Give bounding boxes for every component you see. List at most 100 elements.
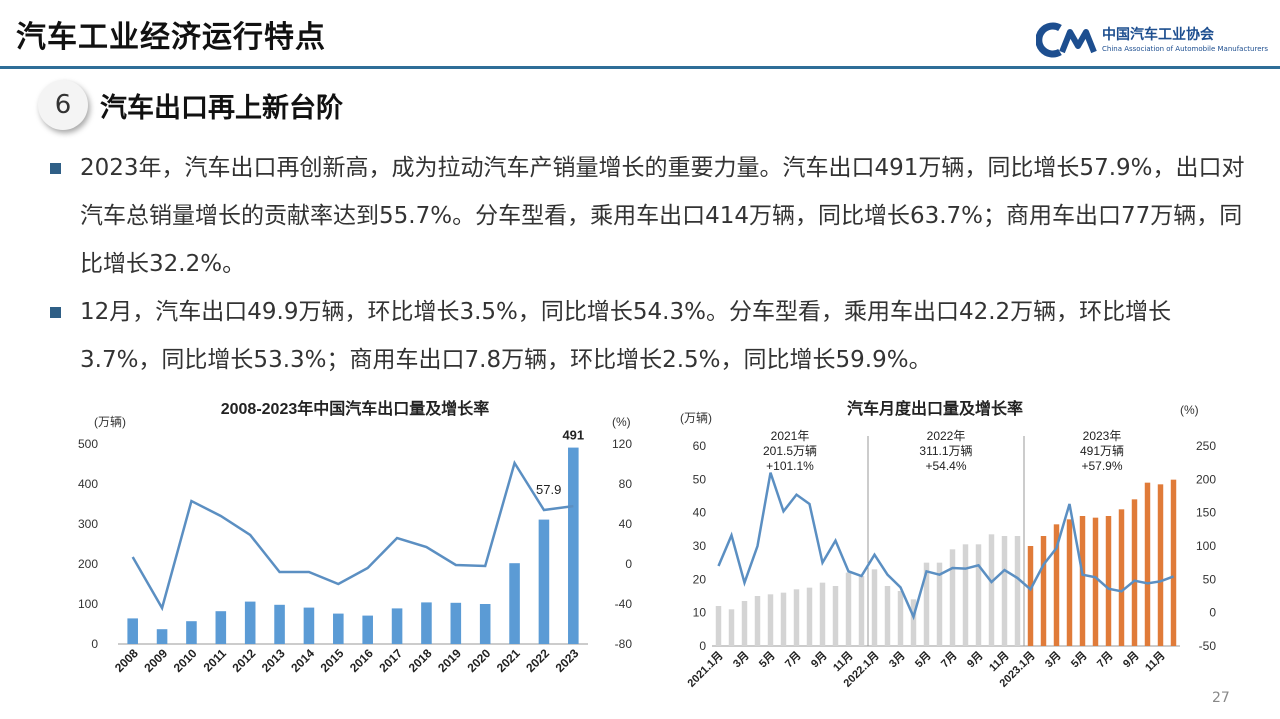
bar [767,594,774,646]
bar [303,607,315,644]
bullet-text: 12月，汽车出口49.9万辆，环比增长3.5%，同比增长54.3%。分车型看，乘… [80,299,1172,373]
bar [1157,484,1164,646]
x-tick-label: 2008 [112,646,141,675]
x-tick-label: 11月 [1142,649,1167,674]
x-tick-label: 2011 [201,646,230,675]
bar [910,599,917,646]
annotation-year: 2022年 [927,429,966,443]
annotation-year: 2023年 [1083,429,1122,443]
y2-tick-label: -40 [615,597,633,611]
y2-tick-label: 0 [1209,606,1216,620]
bar [754,596,761,646]
y2-tick-label: 40 [619,517,633,531]
bar [333,613,344,644]
bar [845,572,852,646]
bullet-square-icon [50,307,61,318]
logo: 中国汽车工业协会 China Association of Automobile… [1036,22,1276,62]
x-tick-label: 2021.1月 [685,649,726,690]
monthly-export-chart: 汽车月度出口量及增长率 (万辆) (%) 0 10 20 30 40 50 60 -50 0 50 100… [670,392,1230,702]
bullet-text: 2023年，汽车出口再创新高，成为拉动汽车产销量增长的重要力量。汽车出口491万… [80,155,1245,277]
bar [871,569,878,646]
x-tick-label: 5月 [1068,649,1089,670]
bar-data-label: 491 [562,428,584,443]
bar [858,576,865,646]
annotation-volume: 311.1万辆 [919,444,972,458]
bar [362,615,373,644]
bar [274,604,285,644]
y2-tick-label: 120 [612,437,632,451]
annotation-year: 2021年 [771,429,810,443]
y-tick-label: 400 [78,477,98,491]
y2-tick-label: 100 [1196,539,1216,553]
bar [1105,516,1112,646]
bar [215,611,227,644]
bar [1001,536,1008,646]
chart-title: 2008-2023年中国汽车出口量及增长率 [221,399,490,418]
x-tick-label: 2020 [465,646,494,675]
bullet-item: 2023年，汽车出口再创新高，成为拉动汽车产销量增长的重要力量。汽车出口491万… [50,144,1250,288]
x-tick-label: 5月 [756,649,777,670]
x-tick-label: 2016 [347,646,376,675]
y2-tick-label: 0 [625,557,632,571]
x-tick-label: 2014 [288,646,317,675]
bar [1014,536,1021,646]
annual-export-chart: 2008-2023年中国汽车出口量及增长率 (万辆) (%) 0 100 200 300 40… [70,392,640,702]
y2-tick-label: 200 [1196,472,1216,486]
y-axis-label: (万辆) [94,415,126,429]
y-tick-label: 0 [699,639,706,653]
growth-line [131,459,574,612]
y2-tick-label: 250 [1196,439,1216,453]
bar [1118,509,1125,646]
monthly-export-chart-svg: 汽车月度出口量及增长率 (万辆) (%) 0 10 20 30 40 50 60 -50 0 50 100… [680,399,1216,690]
bar [949,549,956,646]
bullet-item: 12月，汽车出口49.9万辆，环比增长3.5%，同比增长54.3%。分车型看，乘… [50,288,1250,384]
y2-tick-label: -80 [615,637,633,651]
bar [819,582,826,646]
x-tick-label: 3月 [886,649,907,670]
x-tick-label: 2022 [523,646,552,675]
bar [538,519,550,644]
y-tick-label: 40 [693,506,707,520]
annotation-growth: +101.1% [766,459,814,473]
y-tick-label: 500 [78,437,98,451]
annual-export-chart-svg: 2008-2023年中国汽车出口量及增长率 (万辆) (%) 0 100 200 300 40… [78,399,633,675]
x-tick-label: 2023 [553,646,582,675]
bar [1053,524,1060,646]
x-tick-label: 2009 [141,646,170,675]
bar [780,592,787,646]
bar [923,562,930,646]
bar [1027,546,1034,646]
y2-tick-label: 150 [1196,506,1216,520]
y-tick-label: 200 [78,557,98,571]
bar [715,606,722,646]
bar [741,601,748,646]
bar [1170,479,1177,646]
bar [897,591,904,646]
x-tick-label: 2021 [494,646,523,675]
y2-axis-label: (%) [612,415,631,429]
y-tick-label: 300 [78,517,98,531]
caam-logo-icon [1036,22,1097,58]
bar [479,604,491,644]
y-axis-label: (万辆) [680,411,712,425]
x-tick-label: 7月 [938,649,959,670]
line-data-label: 57.9 [536,482,561,497]
header: 汽车工业经济运行特点 中国汽车工业协会 China Association of… [0,0,1280,72]
logo-text-cn: 中国汽车工业协会 [1102,27,1214,43]
section-title: 汽车出口再上新台阶 [100,93,343,124]
bar [936,562,943,646]
bar [156,629,168,644]
x-tick-label: 9月 [964,649,985,670]
bar [1092,517,1099,646]
y-tick-label: 100 [78,597,98,611]
x-tick-label: 5月 [912,649,933,670]
section-number: 6 [38,80,88,130]
bar [1040,536,1047,646]
header-divider [0,66,1280,69]
bar [1144,482,1151,646]
bar [391,608,403,644]
annotation-volume: 491万辆 [1080,444,1124,458]
y2-axis-label: (%) [1180,403,1199,417]
chart-title: 汽车月度出口量及增长率 [847,399,1023,418]
y-tick-label: 60 [693,439,707,453]
